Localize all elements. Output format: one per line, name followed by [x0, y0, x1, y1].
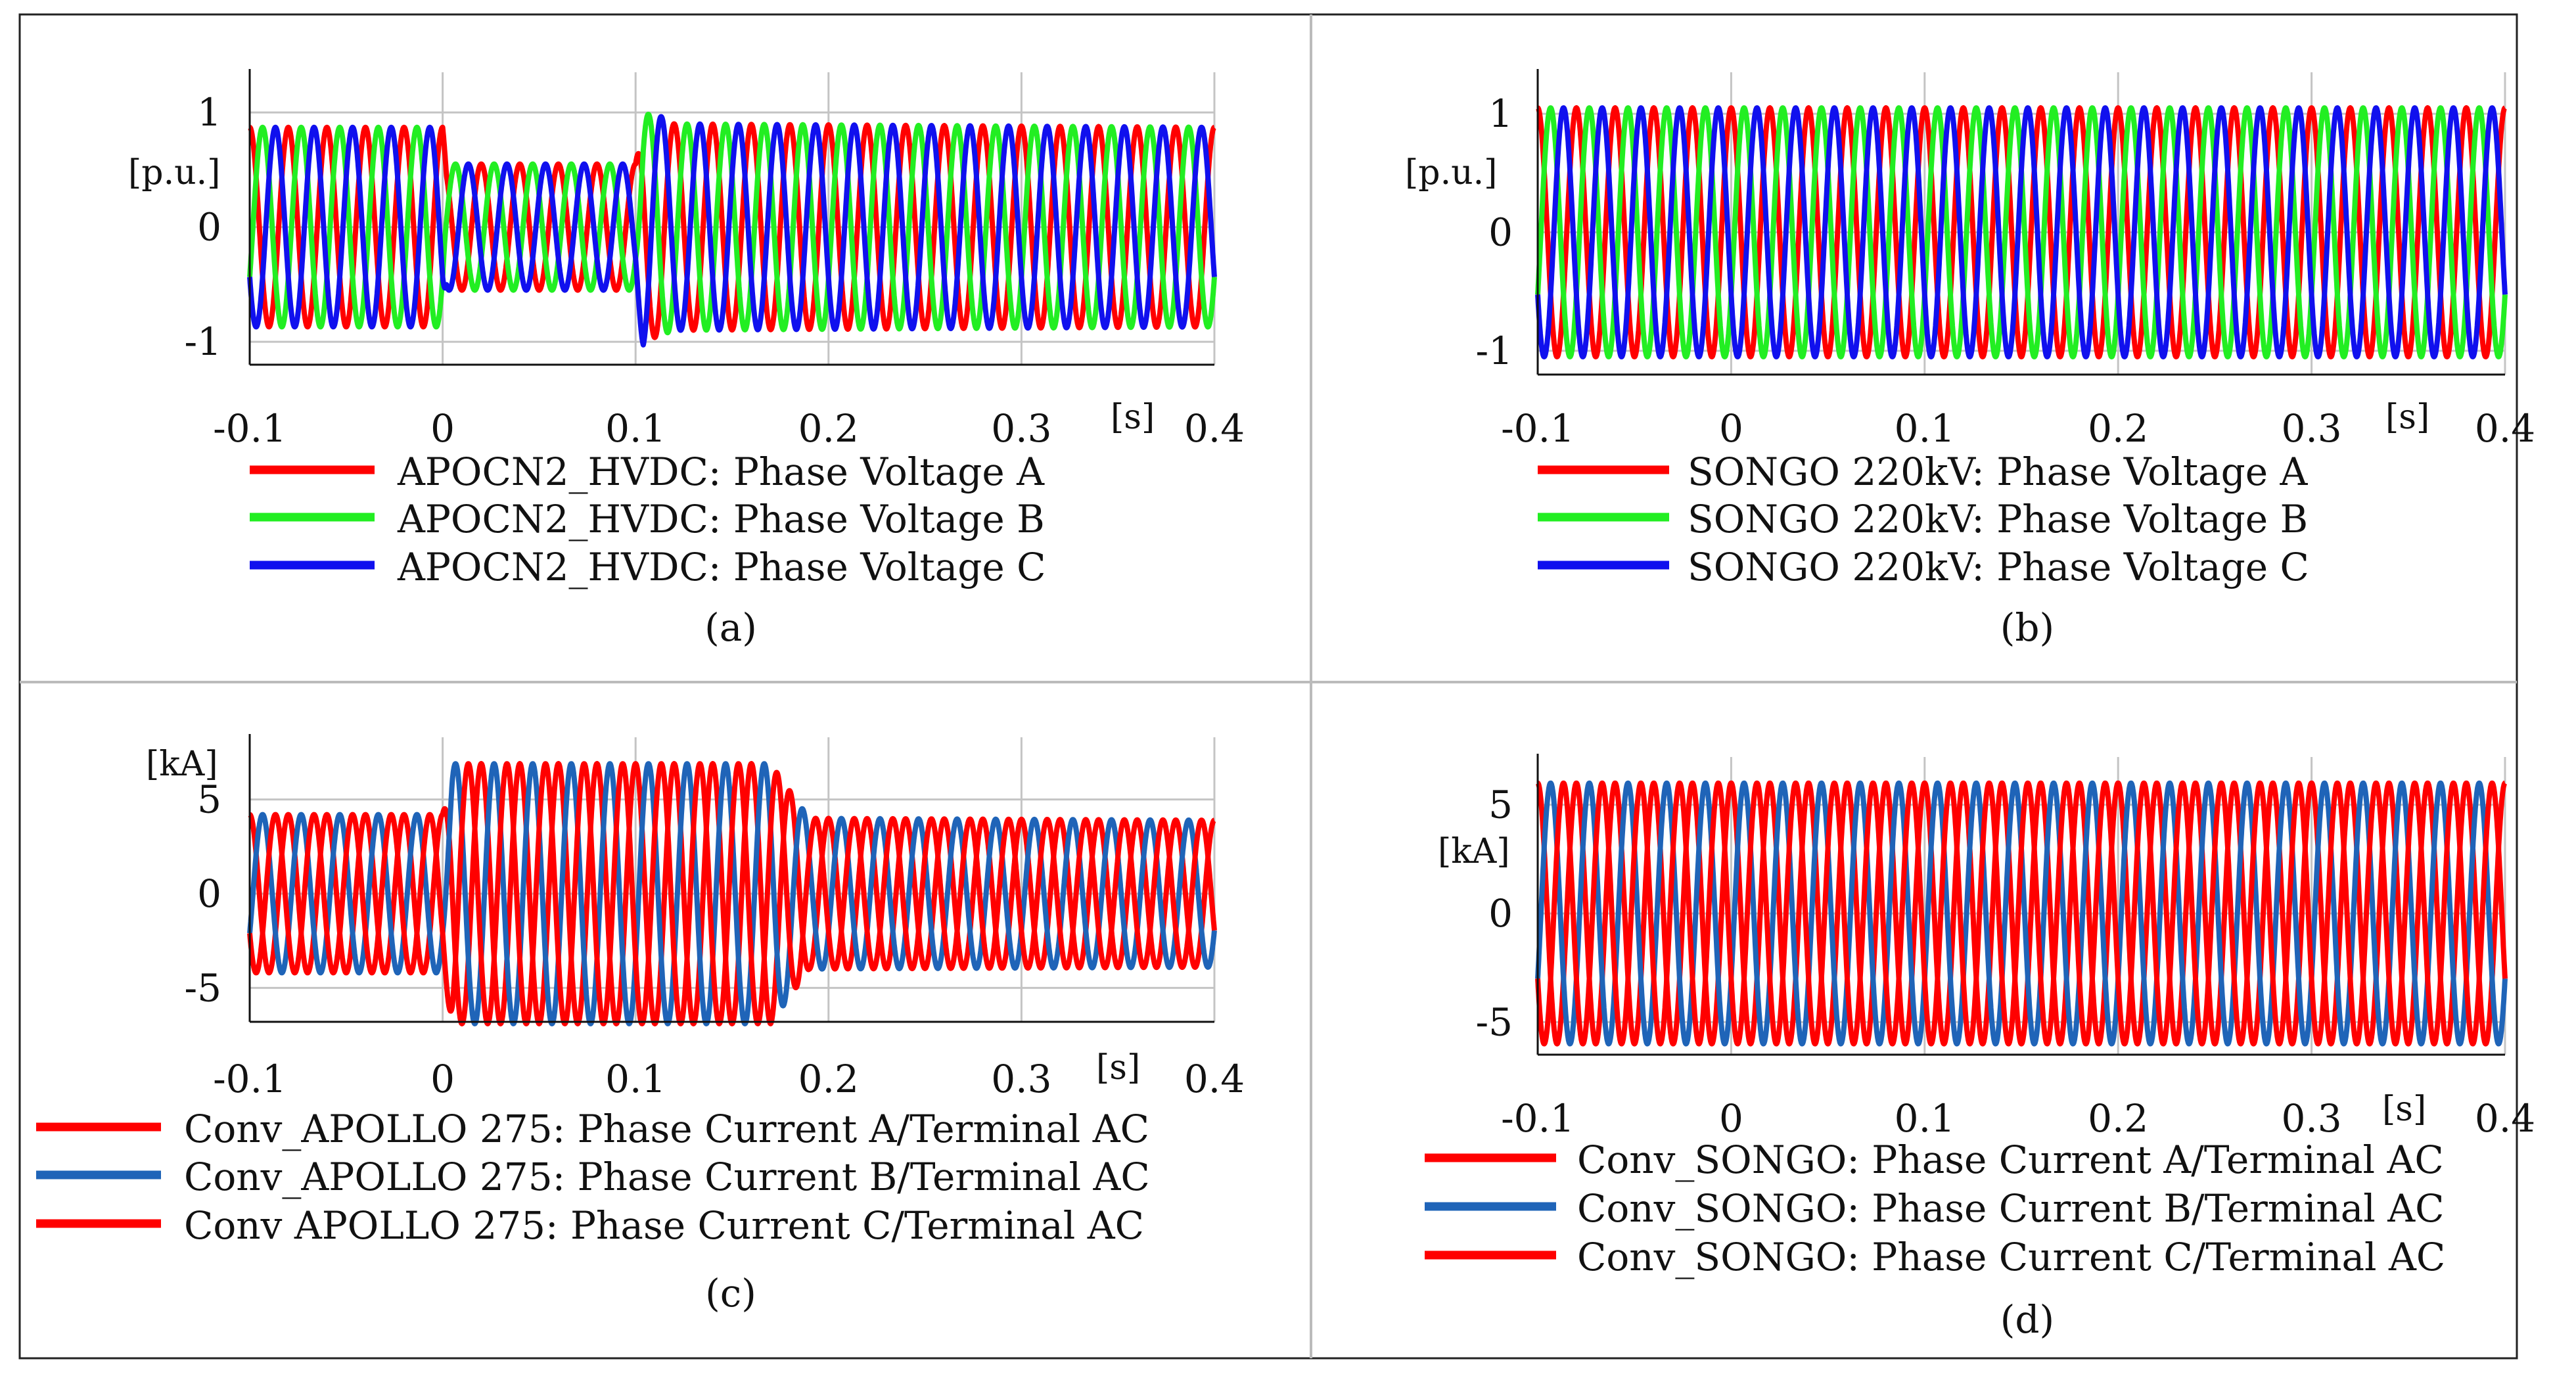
panel-d: -0.1 0 0.1 0.2 0.3 0.4 5 0 -5 [kA] [s] Conv_SONG…	[1425, 754, 2535, 1342]
ytick-b-0: 1	[1488, 91, 1513, 136]
ylabel-c: [kA]	[146, 745, 218, 784]
plot-a: -0.1 0 0.1 0.2 0.3 0.4 1 0 -1	[185, 69, 1245, 451]
ytick-b-2: -1	[1476, 329, 1513, 373]
legend-label-d-0: Conv_SONGO: Phase Current A/Terminal AC	[1577, 1137, 2444, 1182]
xtick-c-0: -0.1	[213, 1057, 287, 1101]
legend-label-a-2: APOCN2_HVDC: Phase Voltage C	[397, 545, 1046, 589]
ytick-d-2: -5	[1476, 999, 1513, 1044]
xtick-a-2: 0.1	[605, 406, 666, 451]
xtick-c-3: 0.2	[798, 1057, 859, 1101]
legend-label-c-1: Conv_APOLLO 275: Phase Current B/Termina…	[184, 1155, 1150, 1199]
plot-c: -0.1 0 0.1 0.2 0.3 0.4 5 0 -5	[185, 734, 1245, 1101]
legend-label-a-0: APOCN2_HVDC: Phase Voltage A	[397, 449, 1045, 494]
xtick-c-5: 0.4	[1184, 1057, 1245, 1101]
legend-b: SONGO 220kV: Phase Voltage A SONGO 220kV…	[1538, 449, 2309, 589]
xtick-b-5: 0.4	[2475, 406, 2535, 451]
ytick-d-1: 0	[1488, 891, 1513, 936]
legend-label-d-1: Conv_SONGO: Phase Current B/Terminal AC	[1577, 1186, 2445, 1231]
xtick-d-1: 0	[1719, 1096, 1743, 1141]
xtick-b-2: 0.1	[1895, 406, 1955, 451]
xtick-b-3: 0.2	[2088, 406, 2148, 451]
legend-d: Conv_SONGO: Phase Current A/Terminal AC …	[1425, 1137, 2445, 1279]
xtick-a-4: 0.3	[991, 406, 1051, 451]
xtick-a-1: 0	[430, 406, 455, 451]
xtick-b-0: -0.1	[1501, 406, 1575, 451]
legend-label-b-0: SONGO 220kV: Phase Voltage A	[1688, 449, 2309, 494]
caption-c: (c)	[705, 1271, 756, 1316]
legend-label-d-2: Conv_SONGO: Phase Current C/Terminal AC	[1577, 1235, 2445, 1279]
ylabel-d: [kA]	[1438, 832, 1510, 871]
ylabel-a: [p.u.]	[128, 153, 220, 193]
ytick-a-2: -1	[185, 319, 222, 364]
xtick-c-4: 0.3	[991, 1057, 1051, 1101]
caption-d: (d)	[2000, 1297, 2054, 1342]
legend-label-c-0: Conv_APOLLO 275: Phase Current A/Termina…	[184, 1107, 1149, 1151]
ytick-c-1: 0	[197, 871, 221, 916]
ytick-a-1: 0	[197, 205, 221, 250]
ytick-a-0: 1	[197, 90, 221, 135]
series-a-2	[247, 114, 1217, 348]
xtick-a-5: 0.4	[1184, 406, 1245, 451]
xtick-a-0: -0.1	[213, 406, 287, 451]
legend-c: Conv_APOLLO 275: Phase Current A/Termina…	[36, 1107, 1150, 1248]
xlabel-c: [s]	[1096, 1048, 1140, 1088]
caption-b: (b)	[2000, 605, 2054, 650]
legend-label-c-2: Conv APOLLO 275: Phase Current C/Termina…	[184, 1203, 1144, 1248]
xtick-c-2: 0.1	[605, 1057, 666, 1101]
panel-c: -0.1 0 0.1 0.2 0.3 0.4 5 0 -5 [kA] [s] Conv_APOL…	[36, 734, 1245, 1316]
xtick-d-5: 0.4	[2475, 1096, 2535, 1141]
xtick-a-3: 0.2	[798, 406, 859, 451]
series-d-2	[1535, 780, 2508, 1047]
ytick-b-1: 0	[1488, 210, 1513, 255]
xtick-d-2: 0.1	[1895, 1096, 1955, 1141]
panel-b: -0.1 0 0.1 0.2 0.3 0.4 1 0 -1 [p.u.] [s] SONGO 2…	[1405, 69, 2535, 650]
xtick-b-1: 0	[1719, 406, 1743, 451]
series-c-2	[247, 761, 1217, 1026]
ytick-c-0: 5	[197, 777, 221, 822]
ylabel-b: [p.u.]	[1405, 153, 1497, 193]
series-b-2	[1535, 105, 2508, 359]
legend-label-a-1: APOCN2_HVDC: Phase Voltage B	[397, 497, 1045, 541]
legend-label-b-1: SONGO 220kV: Phase Voltage B	[1688, 497, 2308, 541]
xlabel-d: [s]	[2382, 1089, 2426, 1129]
ytick-d-0: 5	[1488, 783, 1513, 827]
xlabel-b: [s]	[2385, 398, 2429, 437]
xtick-b-4: 0.3	[2281, 406, 2341, 451]
caption-a: (a)	[704, 605, 757, 650]
xtick-d-0: -0.1	[1501, 1096, 1575, 1141]
plot-b: -0.1 0 0.1 0.2 0.3 0.4 1 0 -1	[1476, 69, 2535, 451]
panel-a: -0.1 0 0.1 0.2 0.3 0.4 1 0 -1 [p.u.] [s] APOCN2_…	[128, 69, 1245, 650]
xtick-d-3: 0.2	[2088, 1096, 2148, 1141]
figure-frame	[18, 13, 2518, 1360]
xtick-c-1: 0	[430, 1057, 455, 1101]
xtick-d-4: 0.3	[2281, 1096, 2341, 1141]
ytick-c-2: -5	[185, 965, 222, 1010]
xlabel-a: [s]	[1111, 398, 1155, 437]
legend-label-b-2: SONGO 220kV: Phase Voltage C	[1688, 545, 2309, 589]
legend-a: APOCN2_HVDC: Phase Voltage A APOCN2_HVDC…	[250, 449, 1046, 589]
plot-d: -0.1 0 0.1 0.2 0.3 0.4 5 0 -5	[1476, 754, 2535, 1141]
